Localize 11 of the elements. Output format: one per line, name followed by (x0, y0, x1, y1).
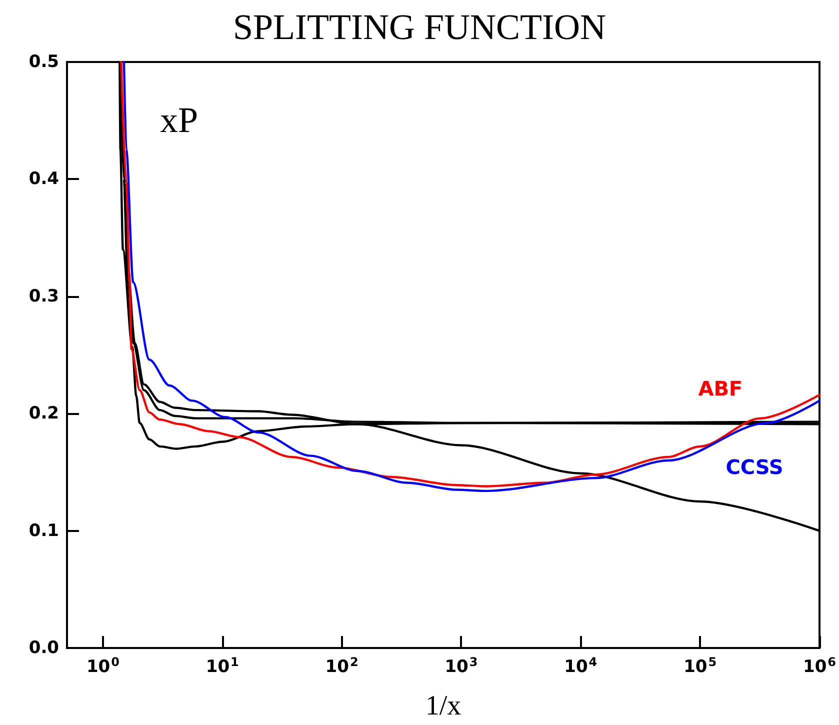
y-tick-label: 0.0 (28, 638, 60, 658)
y-tick-label: 0.2 (28, 404, 59, 424)
x-axis-title: 1/x (425, 690, 462, 722)
y-tick-label: 0.3 (28, 286, 59, 306)
chart-title: SPLITTING FUNCTION (233, 7, 606, 47)
y-tick-label: 0.5 (28, 52, 59, 72)
series-label: ABF (698, 376, 743, 400)
annotation: xP (160, 100, 198, 140)
series-label: CCSS (726, 454, 784, 479)
y-tick-label: 0.4 (28, 169, 60, 190)
y-tick-label: 0.1 (28, 520, 59, 541)
